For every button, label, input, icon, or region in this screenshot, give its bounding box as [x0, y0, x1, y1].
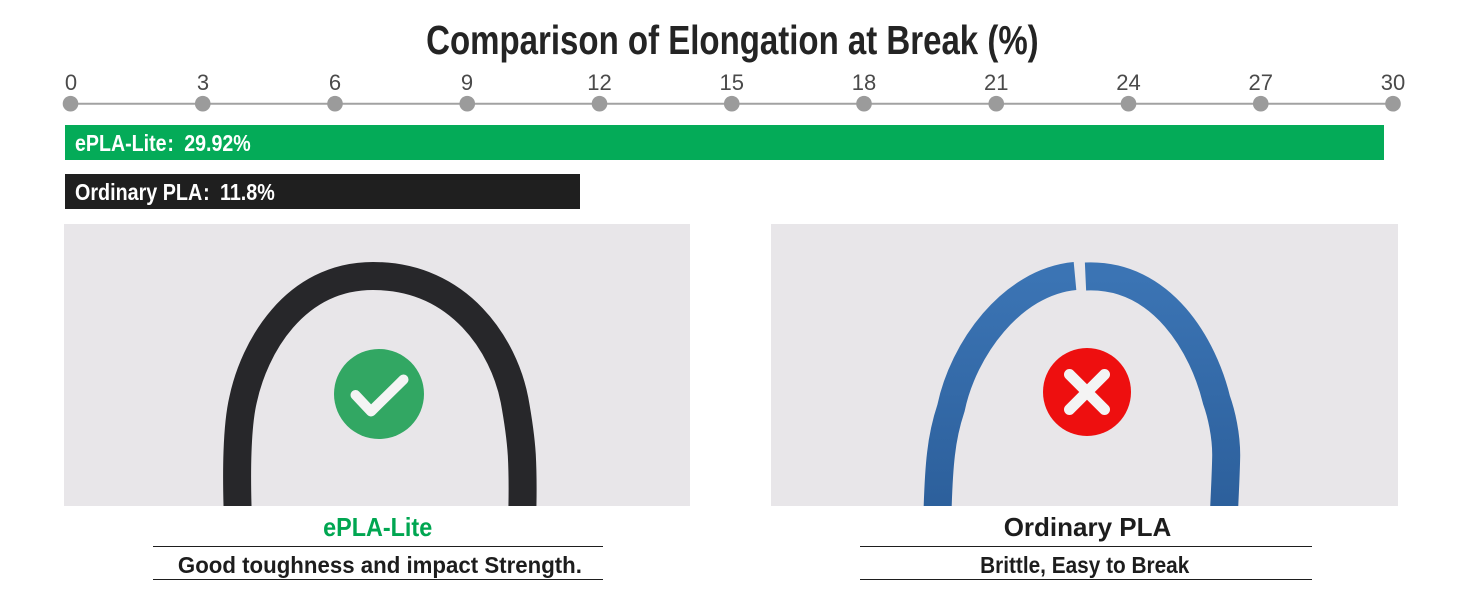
- svg-text:6: 6: [329, 70, 341, 95]
- svg-text:24: 24: [1116, 70, 1140, 95]
- svg-text:30: 30: [1381, 70, 1405, 95]
- svg-text:0: 0: [65, 70, 77, 95]
- svg-text:9: 9: [461, 70, 473, 95]
- svg-text:12: 12: [587, 70, 611, 95]
- svg-text:18: 18: [852, 70, 876, 95]
- svg-text:27: 27: [1249, 70, 1273, 95]
- svg-text:3: 3: [197, 70, 209, 95]
- svg-text:21: 21: [984, 70, 1008, 95]
- svg-text:15: 15: [720, 70, 744, 95]
